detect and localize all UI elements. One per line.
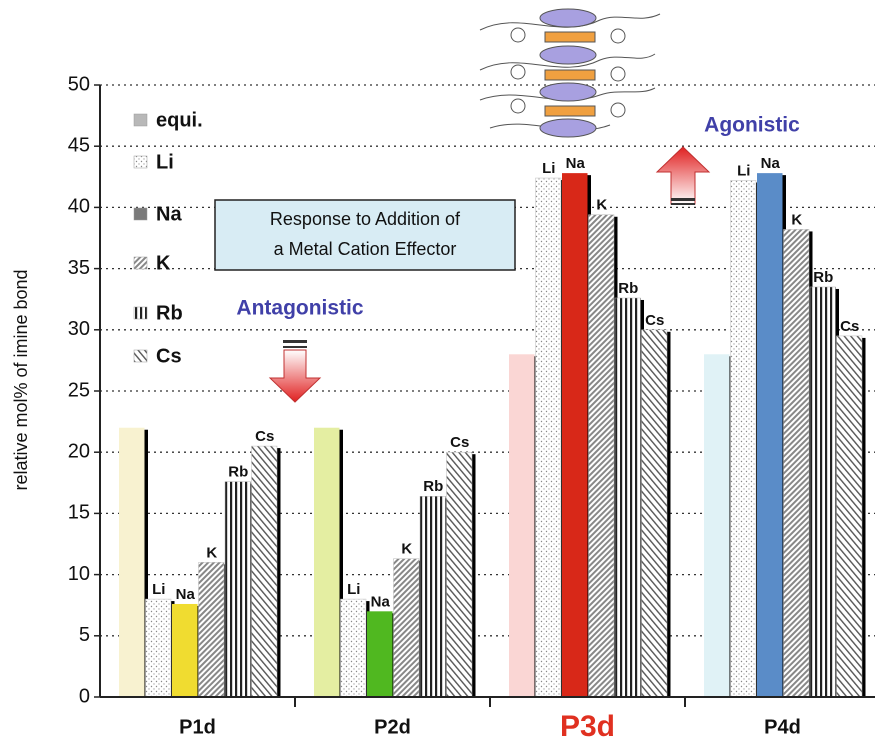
legend-swatch — [133, 349, 148, 363]
legend-label: Cs — [156, 345, 182, 367]
legend-swatch — [133, 207, 148, 221]
bar-shadow — [339, 429, 343, 697]
bar — [367, 611, 393, 697]
legend-label: Na — [156, 203, 182, 225]
data-label: Rb — [228, 464, 248, 481]
data-label: Li — [542, 160, 555, 177]
legend-label: equi. — [156, 109, 203, 131]
data-label: K — [401, 541, 412, 558]
data-label: Rb — [618, 280, 638, 297]
y-tick-label: 45 — [68, 134, 90, 156]
legend-label: Rb — [156, 302, 183, 324]
box-text: a Metal Cation Effector — [274, 239, 457, 259]
bar — [314, 427, 340, 697]
annotation: Agonistic — [704, 114, 800, 137]
y-axis-label: relative mol% of imine bond — [11, 269, 31, 490]
y-tick-label: 40 — [68, 196, 90, 218]
data-label: Rb — [813, 269, 833, 286]
bar — [704, 354, 730, 697]
legend: equi. Li Na K Rb Cs — [133, 109, 203, 367]
bars — [119, 173, 866, 698]
bar-shadow — [277, 448, 281, 697]
y-tick-label: 15 — [68, 502, 90, 524]
bar — [836, 335, 863, 698]
bar-shadow — [862, 337, 866, 697]
bar — [251, 445, 278, 698]
data-label: Rb — [423, 478, 443, 495]
bar — [730, 180, 757, 698]
data-label: Cs — [450, 434, 469, 451]
data-label: Na — [566, 155, 586, 172]
y-tick-label: 0 — [79, 685, 90, 707]
data-label: Li — [347, 581, 360, 598]
data-label: Cs — [840, 318, 859, 335]
data-label: Na — [761, 155, 781, 172]
data-label: K — [596, 197, 607, 214]
legend-swatch — [133, 256, 148, 270]
bar — [224, 481, 251, 698]
bar — [509, 354, 535, 697]
bar — [809, 286, 836, 698]
data-label: Na — [371, 593, 391, 610]
bar — [145, 598, 172, 698]
bar — [641, 329, 668, 698]
x-tick-label: P1d — [179, 716, 216, 738]
illustration — [479, 8, 661, 138]
bar — [340, 598, 367, 698]
data-label: Li — [152, 581, 165, 598]
y-tick-label: 5 — [79, 624, 90, 646]
annotation-box — [214, 199, 516, 271]
bar — [119, 427, 145, 697]
bar — [562, 173, 588, 698]
y-tick-label: 25 — [68, 379, 90, 401]
arrow-up — [655, 146, 711, 205]
box-text: Response to Addition of — [270, 209, 461, 229]
y-tick-label: 10 — [68, 563, 90, 585]
y-tick-label: 30 — [68, 318, 90, 340]
data-label: Cs — [645, 312, 664, 329]
bar — [588, 214, 615, 698]
bar — [172, 603, 198, 697]
legend-label: K — [156, 252, 171, 274]
arrow-down — [268, 340, 322, 403]
bar-shadow — [144, 429, 148, 697]
legend-swatch — [133, 113, 148, 127]
bar — [757, 173, 783, 698]
bar — [198, 562, 225, 698]
bar-shadow — [667, 331, 671, 697]
bar — [446, 451, 473, 698]
bar-shadow — [472, 454, 476, 697]
bar — [535, 177, 562, 698]
data-label: Cs — [255, 428, 274, 445]
x-tick-label: P3d — [560, 710, 615, 743]
data-label: K — [206, 544, 217, 561]
data-label: Li — [737, 162, 750, 179]
legend-label: Li — [156, 151, 174, 173]
y-tick-label: 35 — [68, 257, 90, 279]
x-tick-label: P4d — [764, 716, 801, 738]
bar — [393, 558, 420, 698]
legend-swatch — [133, 306, 148, 320]
bar — [783, 229, 810, 698]
legend-swatch — [133, 155, 148, 169]
annotation: Antagonistic — [236, 297, 363, 320]
y-tick-label: 50 — [68, 73, 90, 95]
data-label: K — [791, 211, 802, 228]
x-tick-label: P2d — [374, 716, 411, 738]
bar — [614, 297, 641, 698]
bar — [419, 496, 446, 698]
data-label: Na — [176, 586, 196, 603]
y-tick-label: 20 — [68, 440, 90, 462]
